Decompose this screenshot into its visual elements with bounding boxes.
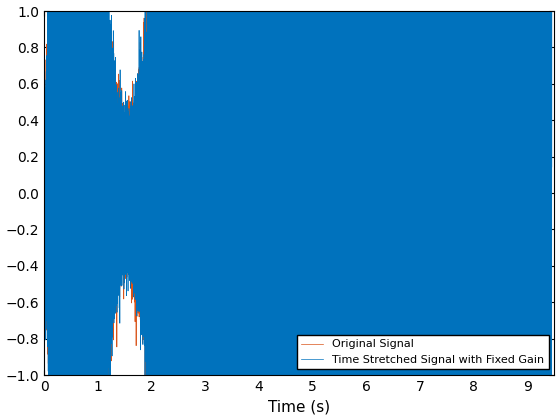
Legend: Original Signal, Time Stretched Signal with Fixed Gain: Original Signal, Time Stretched Signal w…: [297, 335, 549, 370]
Original Signal: [316, 238, 323, 243]
Original Signal: [530, 101, 536, 106]
Time Stretched Signal with Fixed Gain: [548, 164, 555, 169]
Time Stretched Signal with Fixed Gain: [171, 196, 178, 201]
Time Stretched Signal with Fixed Gain: [320, 89, 326, 94]
Original Signal: [517, 8, 524, 13]
Original Signal: [46, 373, 53, 378]
Original Signal: [386, 150, 393, 155]
Time Stretched Signal with Fixed Gain: [45, 373, 52, 378]
Original Signal: [440, 235, 447, 240]
Time Stretched Signal with Fixed Gain: [428, 273, 435, 278]
Original Signal: [41, 177, 48, 182]
Original Signal: [44, 8, 51, 13]
Original Signal: [380, 226, 387, 231]
Original Signal: [358, 121, 365, 126]
Time Stretched Signal with Fixed Gain: [464, 87, 471, 92]
Time Stretched Signal with Fixed Gain: [253, 135, 259, 140]
Time Stretched Signal with Fixed Gain: [44, 8, 51, 13]
Line: Time Stretched Signal with Fixed Gain: Time Stretched Signal with Fixed Gain: [44, 11, 552, 375]
Time Stretched Signal with Fixed Gain: [534, 233, 540, 238]
X-axis label: Time (s): Time (s): [268, 399, 330, 415]
Line: Original Signal: Original Signal: [44, 11, 533, 375]
Time Stretched Signal with Fixed Gain: [41, 256, 48, 261]
